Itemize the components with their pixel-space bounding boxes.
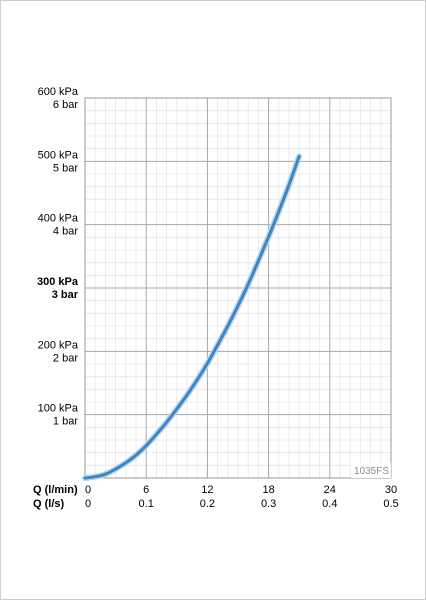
y-tick-label-kpa: 600 kPa xyxy=(38,86,79,98)
code-label-bg xyxy=(351,463,391,478)
x-tick-label-ls: 0.3 xyxy=(261,498,276,510)
y-tick-label-bar: 6 bar xyxy=(53,99,78,111)
plot-border xyxy=(84,97,392,479)
x-axis-title-ls: Q (l/s) xyxy=(33,498,65,510)
x-tick-label-ls: 0.2 xyxy=(200,498,215,510)
series-line-halo xyxy=(82,153,303,481)
y-tick-label-bar: 3 bar xyxy=(52,289,79,301)
x-tick-label-ls: 0 xyxy=(85,498,91,510)
y-tick-label-kpa: 500 kPa xyxy=(38,149,79,161)
plot-frame xyxy=(84,97,392,479)
x-axis-title-lmin: Q (l/min) xyxy=(33,484,78,496)
x-tick-label-lmin: 6 xyxy=(143,484,149,496)
y-tick-label-kpa: 100 kPa xyxy=(38,403,79,415)
y-tick-label-kpa: 400 kPa xyxy=(38,213,79,225)
y-tick-label-bar: 5 bar xyxy=(53,162,78,174)
series-layer xyxy=(82,153,391,481)
x-tick-label-lmin: 12 xyxy=(201,484,213,496)
x-tick-label-lmin: 30 xyxy=(385,484,397,496)
y-tick-label-kpa: 200 kPa xyxy=(38,339,79,351)
x-tick-label-lmin: 0 xyxy=(85,484,91,496)
series-line xyxy=(83,154,301,480)
y-tick-label-kpa: 300 kPa xyxy=(37,276,79,288)
x-tick-label-lmin: 24 xyxy=(324,484,336,496)
x-tick-label-ls: 0.5 xyxy=(383,498,398,510)
y-tick-label-bar: 4 bar xyxy=(53,226,78,238)
x-tick-label-lmin: 18 xyxy=(262,484,274,496)
x-tick-label-ls: 0.1 xyxy=(139,498,154,510)
x-tick-label-ls: 0.4 xyxy=(322,498,337,510)
y-tick-label-bar: 2 bar xyxy=(53,352,78,364)
x-axis-labels: 0 0 6 0.1 12 0.2 18 0.3 24 0.4 30 0.5 xyxy=(85,484,399,510)
y-tick-label-bar: 1 bar xyxy=(53,416,78,428)
chart-code-label: 1035FS xyxy=(354,466,389,477)
